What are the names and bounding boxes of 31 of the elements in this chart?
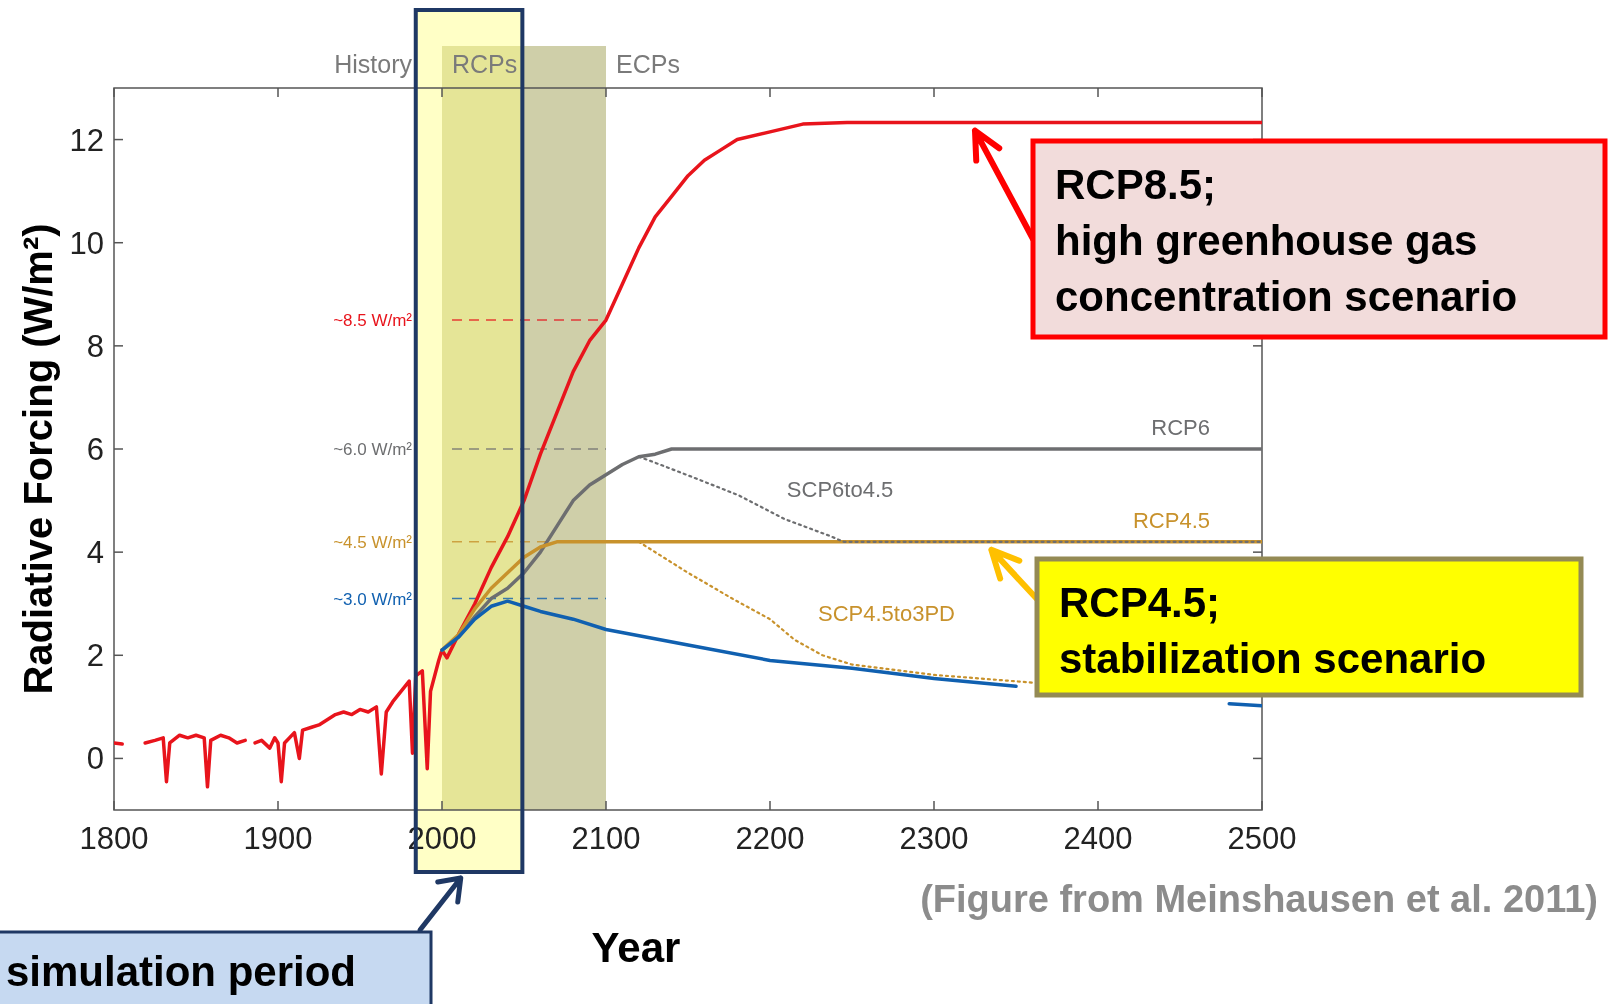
- band-label: simulation period: [6, 948, 357, 995]
- y-tick-label: 6: [86, 432, 104, 467]
- text: ECPs: [616, 50, 680, 78]
- y-tick-label: 4: [86, 535, 104, 571]
- y-tick-label: 2: [86, 638, 104, 674]
- band-label: RCPs: [452, 50, 518, 78]
- y-tick-label: 12: [69, 122, 104, 158]
- x-tick-label: 1900: [243, 821, 313, 856]
- ref-line-label: ~6.0 W/m²: [333, 440, 413, 459]
- y-axis-title: Radiative Forcing (W/m²): [16, 223, 60, 695]
- text: (Figure from Meinshausen et al. 2011): [920, 878, 1598, 920]
- series-label: RCP6: [1151, 415, 1210, 440]
- x-tick-label: 2500: [1227, 821, 1297, 856]
- text: History: [334, 50, 413, 78]
- ref-line-label: ~4.5 W/m²: [333, 532, 413, 552]
- x-tick-label: 2300: [899, 821, 969, 856]
- x-axis-title: Year: [591, 924, 681, 971]
- y-tick-label: 0: [86, 741, 104, 777]
- ref-line-label: ~8.5 W/m²: [333, 311, 413, 331]
- x-tick-label: 2200: [735, 821, 805, 856]
- y-tick-label: 10: [69, 225, 104, 261]
- annotation: RCP4.5; stabilization scenario: [1059, 579, 1487, 682]
- series-label: SCP4.5to3PD: [818, 601, 955, 627]
- series-label: RCP4.5: [1132, 507, 1210, 533]
- x-tick-label: 2100: [571, 821, 641, 856]
- x-tick-label: 1800: [79, 821, 149, 856]
- series-label: SCP6to4.5: [786, 477, 894, 503]
- ref-line-label: ~3.0 W/m²: [333, 589, 413, 609]
- annotation: RCP8.5; high greenhouse gas concentration scenario: [1055, 161, 1518, 320]
- y-tick-label: 8: [86, 328, 104, 364]
- x-tick-label: 2400: [1063, 821, 1133, 856]
